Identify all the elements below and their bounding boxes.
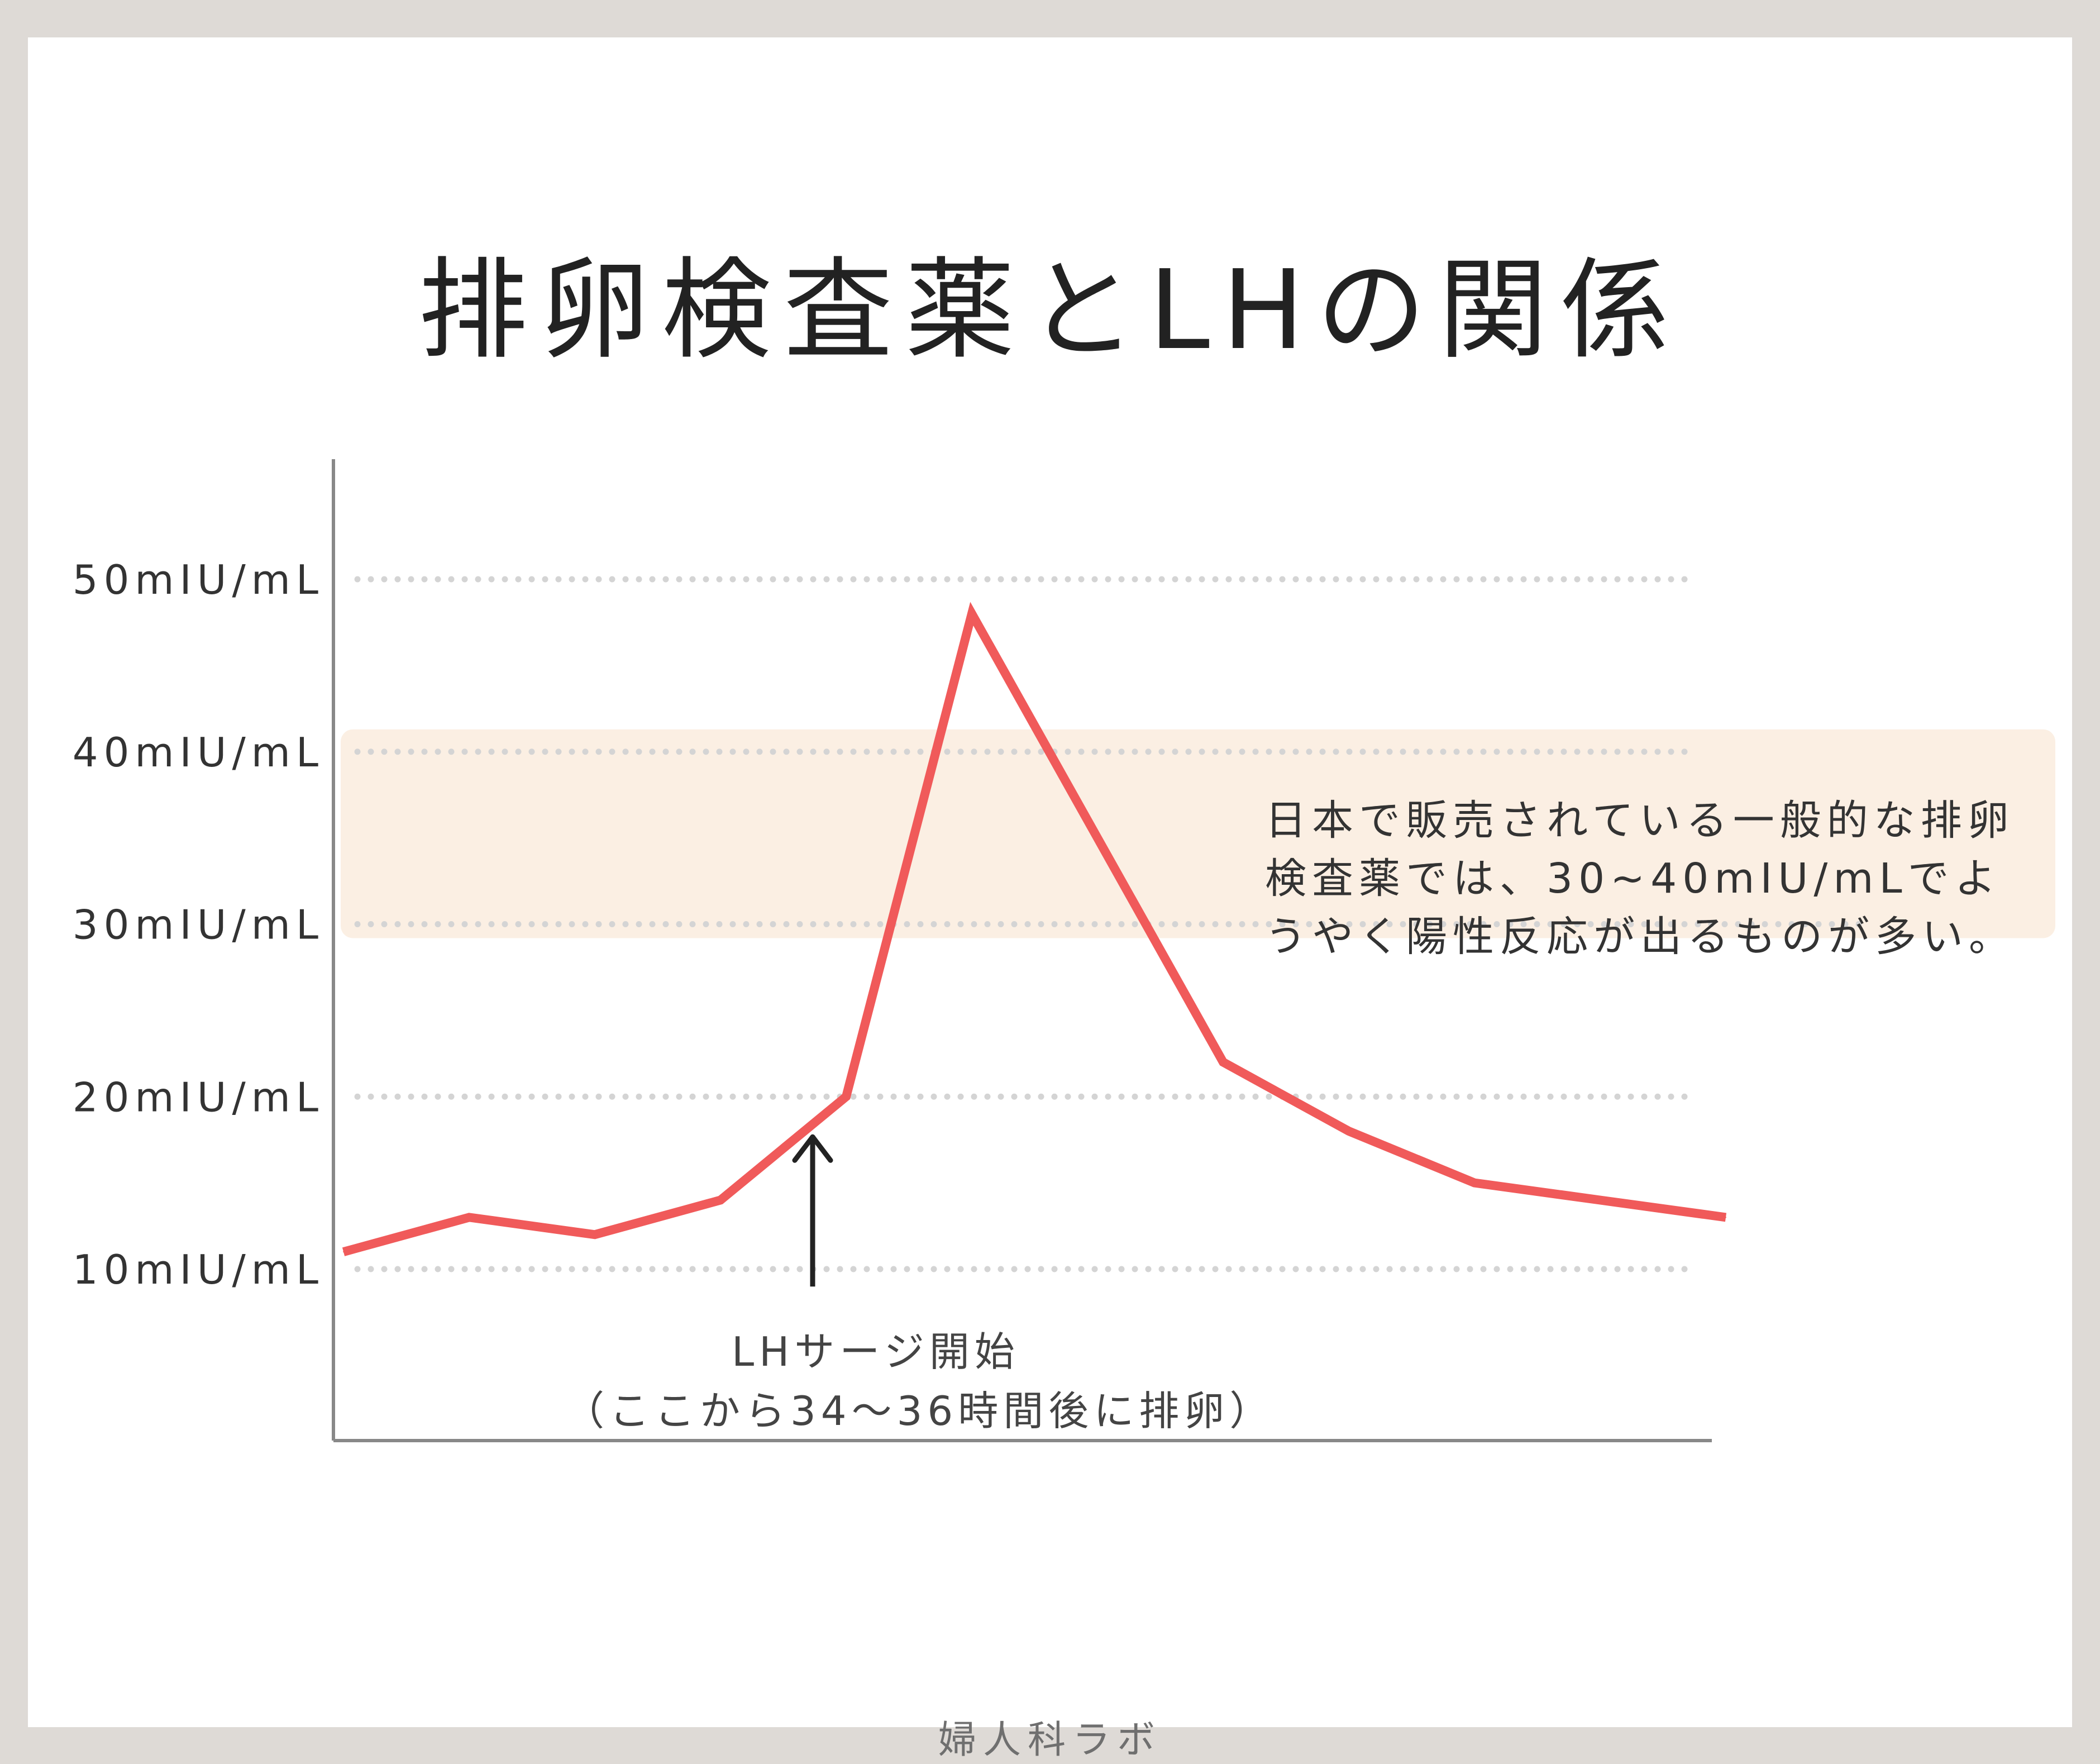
data-point [720, 1199, 721, 1201]
band-annotation-line-2: 検査薬では、30~40mIU/mLでよ [1265, 855, 2002, 903]
surge-label-line-1: LHサージ開始 [732, 1328, 1020, 1375]
data-point [1600, 1199, 1601, 1201]
y-tick-label-40: 40mIU/mL [73, 729, 324, 776]
arrow-up-icon [792, 1134, 833, 1163]
data-point [1223, 1061, 1224, 1063]
footer-brand: 婦人科ラボ [938, 1718, 1162, 1762]
band-annotation: 日本で販売されている一般的な排卵 検査薬では、30~40mIU/mLでよ うやく… [1265, 792, 2069, 966]
data-point [1097, 837, 1098, 839]
data-point [1725, 1217, 1726, 1218]
data-point [469, 1217, 470, 1218]
lh-line-chart: 10mIU/mL 20mIU/mL 30mIU/mL 40mIU/mL 50mIU/mL [73, 459, 2055, 1442]
data-point [1348, 1131, 1349, 1132]
y-tick-label-10: 10mIU/mL [73, 1246, 324, 1293]
data-point [971, 613, 972, 614]
data-point [343, 1251, 344, 1253]
y-tick-label-20: 20mIU/mL [73, 1074, 324, 1121]
y-tick-label-50: 50mIU/mL [73, 556, 324, 603]
data-point [594, 1234, 595, 1236]
target-range-band [341, 729, 2055, 938]
lh-series-line [342, 602, 1727, 1256]
y-tick-label-30: 30mIU/mL [73, 902, 324, 948]
chart-title: 排卵検査薬とLHの関係 [418, 247, 1682, 374]
surge-label-line-2: （ここから34～36時間後に排卵） [564, 1388, 1275, 1434]
surge-annotation: LHサージ開始 （ここから34～36時間後に排卵） [564, 1322, 1346, 1441]
band-annotation-line-3: うやく陽性反応が出るものが多い。 [1265, 913, 2016, 961]
chart-card: 排卵検査薬とLHの関係 10mIU/mL 20mIU/mL 30mIU/mL 40mI… [28, 37, 2072, 1762]
data-point [846, 1096, 847, 1098]
data-point [1474, 1182, 1475, 1184]
band-annotation-line-1: 日本で販売されている一般的な排卵 [1265, 797, 2015, 845]
